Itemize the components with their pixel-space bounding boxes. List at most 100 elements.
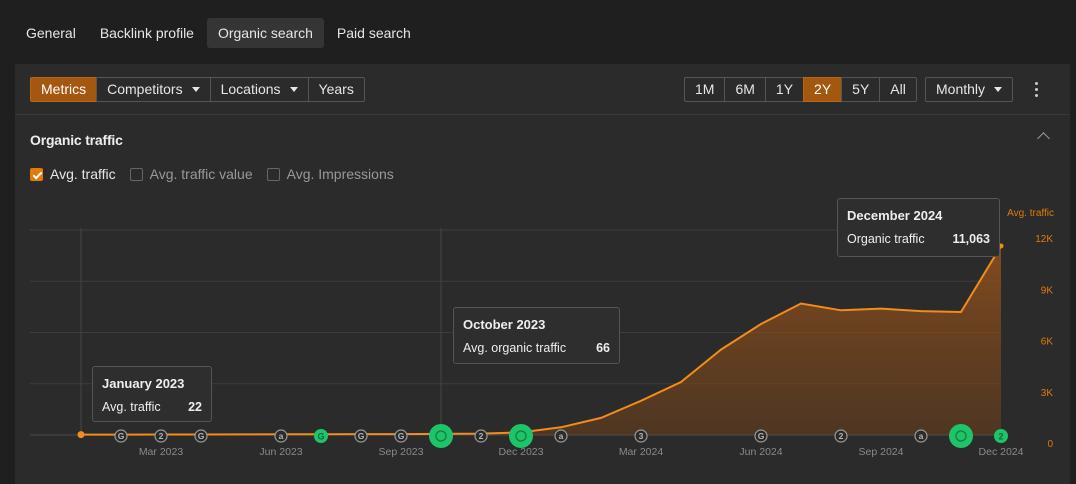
- annotation-glyph: G: [118, 431, 125, 441]
- google-update-icon: [955, 430, 967, 442]
- annotation-dot: [154, 429, 168, 443]
- interval-dropdown[interactable]: Monthly: [925, 77, 1014, 102]
- tab-organic-search[interactable]: Organic search: [206, 18, 324, 48]
- tooltip-jan-2023: January 2023 Avg. traffic 22: [92, 366, 212, 422]
- chevron-up-icon[interactable]: [1037, 132, 1050, 145]
- annotation-marker[interactable]: a: [914, 429, 928, 443]
- locations-label: Locations: [220, 81, 281, 97]
- checkbox-label: Avg. traffic value: [149, 166, 253, 182]
- annotation-marker[interactable]: [949, 424, 973, 448]
- range-all-button[interactable]: All: [879, 77, 917, 102]
- tooltip-label: Avg. organic traffic: [463, 341, 567, 355]
- annotation-glyph: G: [358, 431, 365, 441]
- tooltip-value: 66: [596, 341, 610, 355]
- interval-selector: Monthly: [925, 77, 1014, 102]
- range-selector: 1M 6M 1Y 2Y 5Y All: [684, 77, 917, 102]
- annotation-glyph: a: [919, 431, 924, 441]
- annotation-marker[interactable]: 2: [834, 429, 848, 443]
- annotation-glyph: G: [317, 432, 324, 442]
- annotation-dot: [354, 429, 368, 443]
- annotation-dot: [754, 429, 768, 443]
- more-options-icon[interactable]: [1033, 82, 1039, 97]
- annotation-dot: [834, 429, 848, 443]
- range-2y-button[interactable]: 2Y: [803, 77, 843, 102]
- tooltip-oct-2023: October 2023 Avg. organic traffic 66: [453, 307, 620, 364]
- annotation-dot: [949, 424, 973, 448]
- annotation-marker[interactable]: G: [394, 429, 408, 443]
- annotation-glyph: 2: [998, 432, 1003, 442]
- annotation-dot: [994, 429, 1008, 443]
- annotation-glyph: G: [758, 431, 765, 441]
- metrics-button[interactable]: Metrics: [30, 77, 98, 102]
- avg-traffic-checkbox[interactable]: Avg. traffic: [30, 166, 116, 182]
- chevron-down-icon: [191, 86, 200, 92]
- range-1m-button[interactable]: 1M: [684, 77, 726, 102]
- chevron-down-icon: [289, 86, 298, 92]
- chevron-down-icon: [994, 86, 1003, 92]
- annotation-dot: [914, 429, 928, 443]
- checkbox-checked-icon: [30, 167, 43, 181]
- tooltip-title: October 2023: [463, 317, 546, 332]
- google-update-icon: [435, 430, 447, 442]
- tooltip-title: January 2023: [102, 376, 185, 391]
- tooltip-dec-2024: December 2024 Organic traffic 11,063: [837, 198, 1000, 257]
- annotation-marker[interactable]: 2: [474, 429, 488, 443]
- annotation-marker[interactable]: a: [554, 429, 568, 443]
- checkbox-label: Avg. traffic: [50, 166, 116, 182]
- tooltip-value: 11,063: [952, 232, 990, 246]
- annotation-marker[interactable]: [429, 424, 453, 448]
- checkbox-empty-icon: [266, 167, 280, 181]
- annotation-marker[interactable]: G: [114, 429, 128, 443]
- annotation-dot: [474, 429, 488, 443]
- annotation-marker[interactable]: G: [194, 429, 208, 443]
- tooltip-label: Avg. traffic: [102, 400, 161, 414]
- annotation-glyph: G: [198, 431, 205, 441]
- annotation-dot: [394, 429, 408, 443]
- annotation-marker[interactable]: G: [354, 429, 368, 443]
- avg-impressions-checkbox[interactable]: Avg. Impressions: [266, 166, 394, 182]
- report-tabs: General Backlink profile Organic search …: [15, 18, 422, 48]
- annotation-glyph: G: [398, 431, 405, 441]
- range-1y-button[interactable]: 1Y: [764, 77, 805, 102]
- years-button[interactable]: Years: [307, 77, 365, 102]
- annotation-glyph: 2: [839, 431, 844, 441]
- checkbox-label: Avg. Impressions: [286, 166, 394, 182]
- annotation-dot: [274, 429, 288, 443]
- annotation-dot: [314, 429, 328, 443]
- annotation-dot: [509, 424, 533, 448]
- tab-general[interactable]: General: [26, 25, 76, 41]
- annotation-marker[interactable]: G: [314, 429, 328, 443]
- annotation-marker[interactable]: [509, 424, 533, 448]
- annotation-marker[interactable]: 2: [994, 429, 1008, 443]
- locations-dropdown[interactable]: Locations: [209, 77, 309, 102]
- annotation-marker[interactable]: 2: [154, 429, 168, 443]
- annotation-dot: [554, 429, 568, 443]
- annotation-marker[interactable]: G: [754, 429, 768, 443]
- annotation-glyph: 2: [159, 431, 164, 441]
- annotation-glyph: a: [559, 431, 564, 441]
- tab-backlink-profile[interactable]: Backlink profile: [99, 25, 194, 41]
- annotation-glyph: 3: [639, 431, 644, 441]
- competitors-label: Competitors: [107, 81, 183, 97]
- metric-checkboxes: Avg. traffic Avg. traffic value Avg. Imp…: [30, 166, 394, 182]
- range-6m-button[interactable]: 6M: [724, 77, 766, 102]
- tooltip-value: 22: [188, 400, 202, 414]
- annotation-dot: [114, 429, 128, 443]
- range-5y-button[interactable]: 5Y: [841, 77, 881, 102]
- annotation-dot: [634, 429, 648, 443]
- tooltip-label: Organic traffic: [847, 232, 925, 246]
- chart-toolbar: Metrics Competitors Locations Years 1M 6…: [15, 64, 1070, 115]
- avg-traffic-value-checkbox[interactable]: Avg. traffic value: [129, 166, 253, 182]
- annotation-glyph: a: [279, 431, 284, 441]
- competitors-dropdown[interactable]: Competitors: [96, 77, 211, 102]
- interval-label: Monthly: [936, 81, 986, 97]
- google-update-icon: [515, 430, 527, 442]
- annotation-marker[interactable]: a: [274, 429, 288, 443]
- annotation-glyph: 2: [479, 431, 484, 441]
- annotation-marker[interactable]: 3: [634, 429, 648, 443]
- tab-paid-search[interactable]: Paid search: [336, 25, 411, 41]
- section-title: Organic traffic: [30, 132, 123, 148]
- tooltip-title: December 2024: [847, 208, 943, 223]
- view-controls: Metrics Competitors Locations Years: [30, 77, 365, 102]
- annotation-dot: [194, 429, 208, 443]
